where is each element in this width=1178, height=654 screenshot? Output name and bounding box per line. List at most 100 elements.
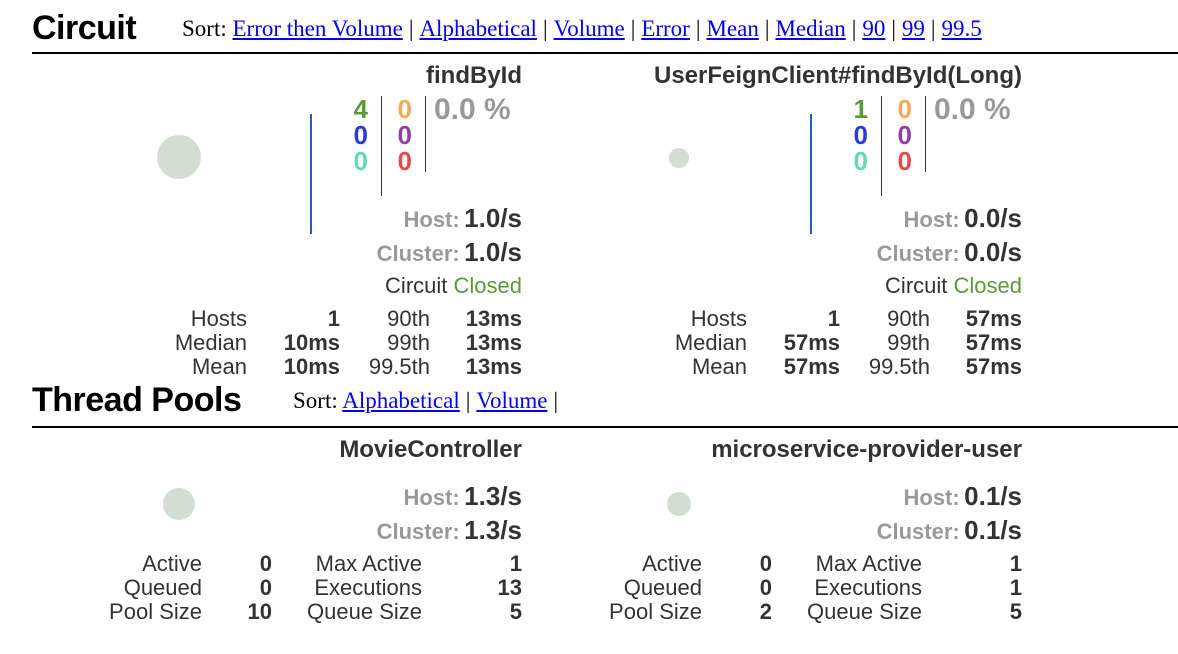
threadpool-monitor: microservice-provider-user Host: 0.1/s C… xyxy=(522,436,1022,636)
sort-link-volume[interactable]: Volume xyxy=(476,388,548,413)
sort-link-volume[interactable]: Volume xyxy=(553,16,625,41)
stat-queued: 0 xyxy=(259,575,272,600)
stat-label-pool-size: Pool Size xyxy=(109,599,202,624)
sort-label: Sort: xyxy=(182,16,227,41)
circuit-health-circle xyxy=(157,135,201,179)
circuit-status: Circuit Closed xyxy=(385,272,522,300)
stat-label-median: Median xyxy=(174,330,247,355)
short-circuited-count: 0 xyxy=(353,120,368,150)
sort-link-error[interactable]: Error xyxy=(641,16,690,41)
counts-divider xyxy=(381,96,382,196)
sort-link-median[interactable]: Median xyxy=(775,16,846,41)
circuit-health-circle xyxy=(669,148,689,168)
cluster-rate-row: Cluster: 1.3/s xyxy=(377,514,522,551)
circuit-counts-left: 1 0 0 xyxy=(840,96,868,174)
circuit-monitor: findById 4 0 0 0 0 0 0.0 % Host: 1.0/s C… xyxy=(22,62,522,382)
cluster-rate: 1.0/s xyxy=(464,237,522,267)
threadpool-name: MovieController xyxy=(339,436,522,463)
circuit-status-label: Circuit xyxy=(885,273,948,298)
stat-queued: 0 xyxy=(759,575,772,600)
failure-count: 0 xyxy=(897,146,912,176)
threadpool-health-circle xyxy=(163,488,195,520)
failure-count: 0 xyxy=(397,146,412,176)
sort-link-90[interactable]: 90 xyxy=(862,16,886,41)
circuit-counts-right: 0 0 0 xyxy=(884,96,912,174)
circuit-state: Closed xyxy=(453,273,522,298)
timeout-count: 0 xyxy=(397,94,412,124)
cluster-label: Cluster: xyxy=(876,241,960,266)
threadpool-health-circle xyxy=(667,492,691,516)
sort-label: Sort: xyxy=(293,388,338,413)
threadpool-monitor: MovieController Host: 1.3/s Cluster: 1.3… xyxy=(22,436,522,636)
bad-request-count: 0 xyxy=(353,146,368,176)
host-label: Host: xyxy=(403,207,460,232)
stat-label-mean: Mean xyxy=(191,354,247,379)
sort-link-alphabetical[interactable]: Alphabetical xyxy=(342,388,460,413)
stat-99-5th: 13ms xyxy=(465,354,522,379)
stat-label-hosts: Hosts xyxy=(690,306,747,331)
rejected-count: 0 xyxy=(397,120,412,150)
threadpool-sort-bar: Sort: Alphabetical | Volume | xyxy=(293,388,559,413)
stat-label-median: Median xyxy=(674,330,747,355)
stat-hosts: 1 xyxy=(327,306,340,331)
host-rate: 1.3/s xyxy=(464,481,522,511)
threadpool-section-title: Thread Pools xyxy=(32,381,242,419)
stat-label-queue-size: Queue Size xyxy=(807,599,922,624)
circuit-divider xyxy=(32,52,1178,54)
circuit-state: Closed xyxy=(953,273,1022,298)
stat-executions: 1 xyxy=(1009,575,1022,600)
circuit-sparkline xyxy=(310,114,312,234)
host-rate-row: Host: 0.1/s xyxy=(904,480,1023,517)
stat-label-mean: Mean xyxy=(691,354,747,379)
stat-queue-size: 5 xyxy=(1009,599,1022,624)
stat-99th: 57ms xyxy=(965,330,1022,355)
host-rate: 1.0/s xyxy=(464,203,522,233)
error-percentage: 0.0 % xyxy=(934,93,1011,126)
stat-queue-size: 5 xyxy=(509,599,522,624)
counts-divider xyxy=(425,96,426,172)
circuit-monitor: UserFeignClient#findById(Long) 1 0 0 0 0… xyxy=(522,62,1022,382)
sort-link-99[interactable]: 99 xyxy=(901,16,925,41)
stat-90th: 57ms xyxy=(965,306,1022,331)
host-label: Host: xyxy=(903,485,960,510)
stat-label-99th: 99th xyxy=(887,330,930,355)
stat-label-90th: 90th xyxy=(387,306,430,331)
timeout-count: 0 xyxy=(897,94,912,124)
stat-label-99-5th: 99.5th xyxy=(868,354,930,379)
stat-max-active: 1 xyxy=(1009,551,1022,576)
stat-label-active: Active xyxy=(642,551,702,576)
host-label: Host: xyxy=(403,485,460,510)
host-rate-row: Host: 1.3/s xyxy=(404,480,523,517)
circuit-counts-right: 0 0 0 xyxy=(384,96,412,174)
stat-99-5th: 57ms xyxy=(965,354,1022,379)
cluster-label: Cluster: xyxy=(376,241,460,266)
counts-divider xyxy=(925,96,926,172)
counts-divider xyxy=(881,96,882,196)
cluster-rate: 0.1/s xyxy=(964,515,1022,545)
stat-label-executions: Executions xyxy=(814,575,922,600)
stat-pool-size: 2 xyxy=(759,599,772,624)
error-percentage: 0.0 % xyxy=(434,93,511,126)
stat-hosts: 1 xyxy=(827,306,840,331)
circuit-counts-left: 4 0 0 xyxy=(340,96,368,174)
stat-executions: 13 xyxy=(497,575,522,600)
host-rate-row: Host: 0.0/s xyxy=(904,202,1023,239)
stat-median: 10ms xyxy=(283,330,340,355)
stat-active: 0 xyxy=(259,551,272,576)
stat-pool-size: 10 xyxy=(247,599,272,624)
success-count: 4 xyxy=(353,94,368,124)
stat-label-max-active: Max Active xyxy=(315,551,422,576)
sort-link-99-5[interactable]: 99.5 xyxy=(941,16,982,41)
cluster-rate: 0.0/s xyxy=(964,237,1022,267)
circuit-name: findById xyxy=(426,62,522,89)
success-count: 1 xyxy=(853,94,868,124)
circuit-section-header: Circuit Sort: Error then Volume | Alphabet… xyxy=(32,8,1178,48)
stat-label-90th: 90th xyxy=(887,306,930,331)
stat-max-active: 1 xyxy=(509,551,522,576)
stat-label-active: Active xyxy=(142,551,202,576)
sort-link-alphabetical[interactable]: Alphabetical xyxy=(419,16,537,41)
sort-link-error-then-volume[interactable]: Error then Volume xyxy=(232,16,403,41)
threadpool-name: microservice-provider-user xyxy=(711,436,1022,463)
host-rate-row: Host: 1.0/s xyxy=(404,202,523,239)
sort-link-mean[interactable]: Mean xyxy=(706,16,759,41)
